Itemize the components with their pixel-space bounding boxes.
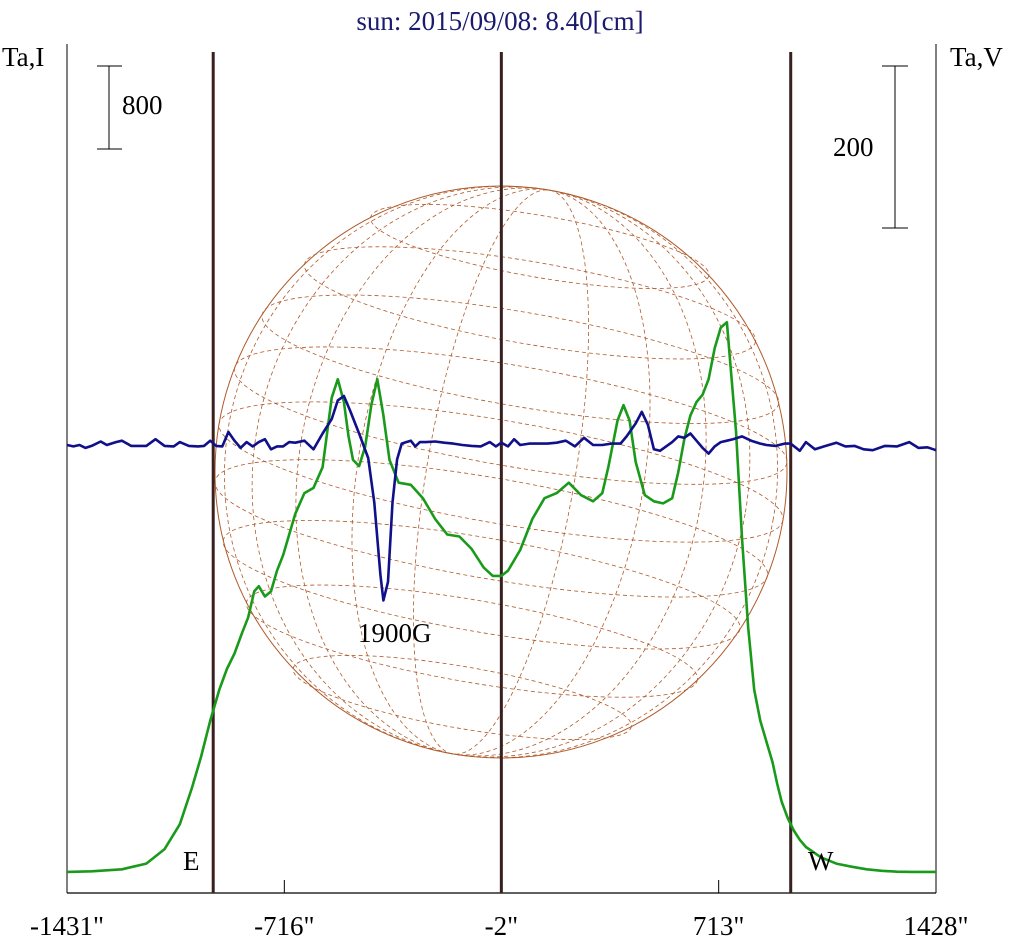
disk-latitude-line [222,520,741,650]
scale-bar-left: 800 [97,65,163,150]
x-axis-tick-labels: -1431" -716" -2" 713" 1428" [30,911,969,941]
series-line-intensity [66,321,936,874]
disk-latitude-line [304,246,757,360]
east-limb-label: E [183,846,200,876]
series-line-circular-polarization [66,394,937,602]
disk-latitude-line [233,346,788,485]
left-axis-label: Ta,I [2,42,44,72]
scale-bar-left-label: 800 [122,90,163,120]
disk-longitude-line [351,188,651,756]
x-tick-label: -716" [254,911,315,941]
disk-latitude-line [292,655,632,740]
disk-latitude-line [261,294,780,424]
x-tick-label: 713" [693,911,745,941]
disk-longitude-line [413,189,589,755]
chart-title: sun: 2015/09/08: 8.40[cm] [356,6,643,36]
scale-bar-right-label: 200 [833,132,874,162]
disk-latitude-line [245,584,698,698]
field-strength-annotation: 1900G [358,618,432,648]
limb-marker-lines [211,52,793,893]
x-tick-label: -2" [485,911,519,941]
scale-bar-right: 200 [833,65,908,229]
x-tick-label: -1431" [30,911,104,941]
disk-latitude-line [218,401,784,543]
west-limb-label: W [808,846,834,876]
right-axis-label: Ta,V [950,42,1003,72]
x-tick-label: 1428" [903,911,968,941]
solar-disk [214,185,788,759]
disk-latitude-line [370,204,710,289]
disk-longitude-line [251,186,751,758]
